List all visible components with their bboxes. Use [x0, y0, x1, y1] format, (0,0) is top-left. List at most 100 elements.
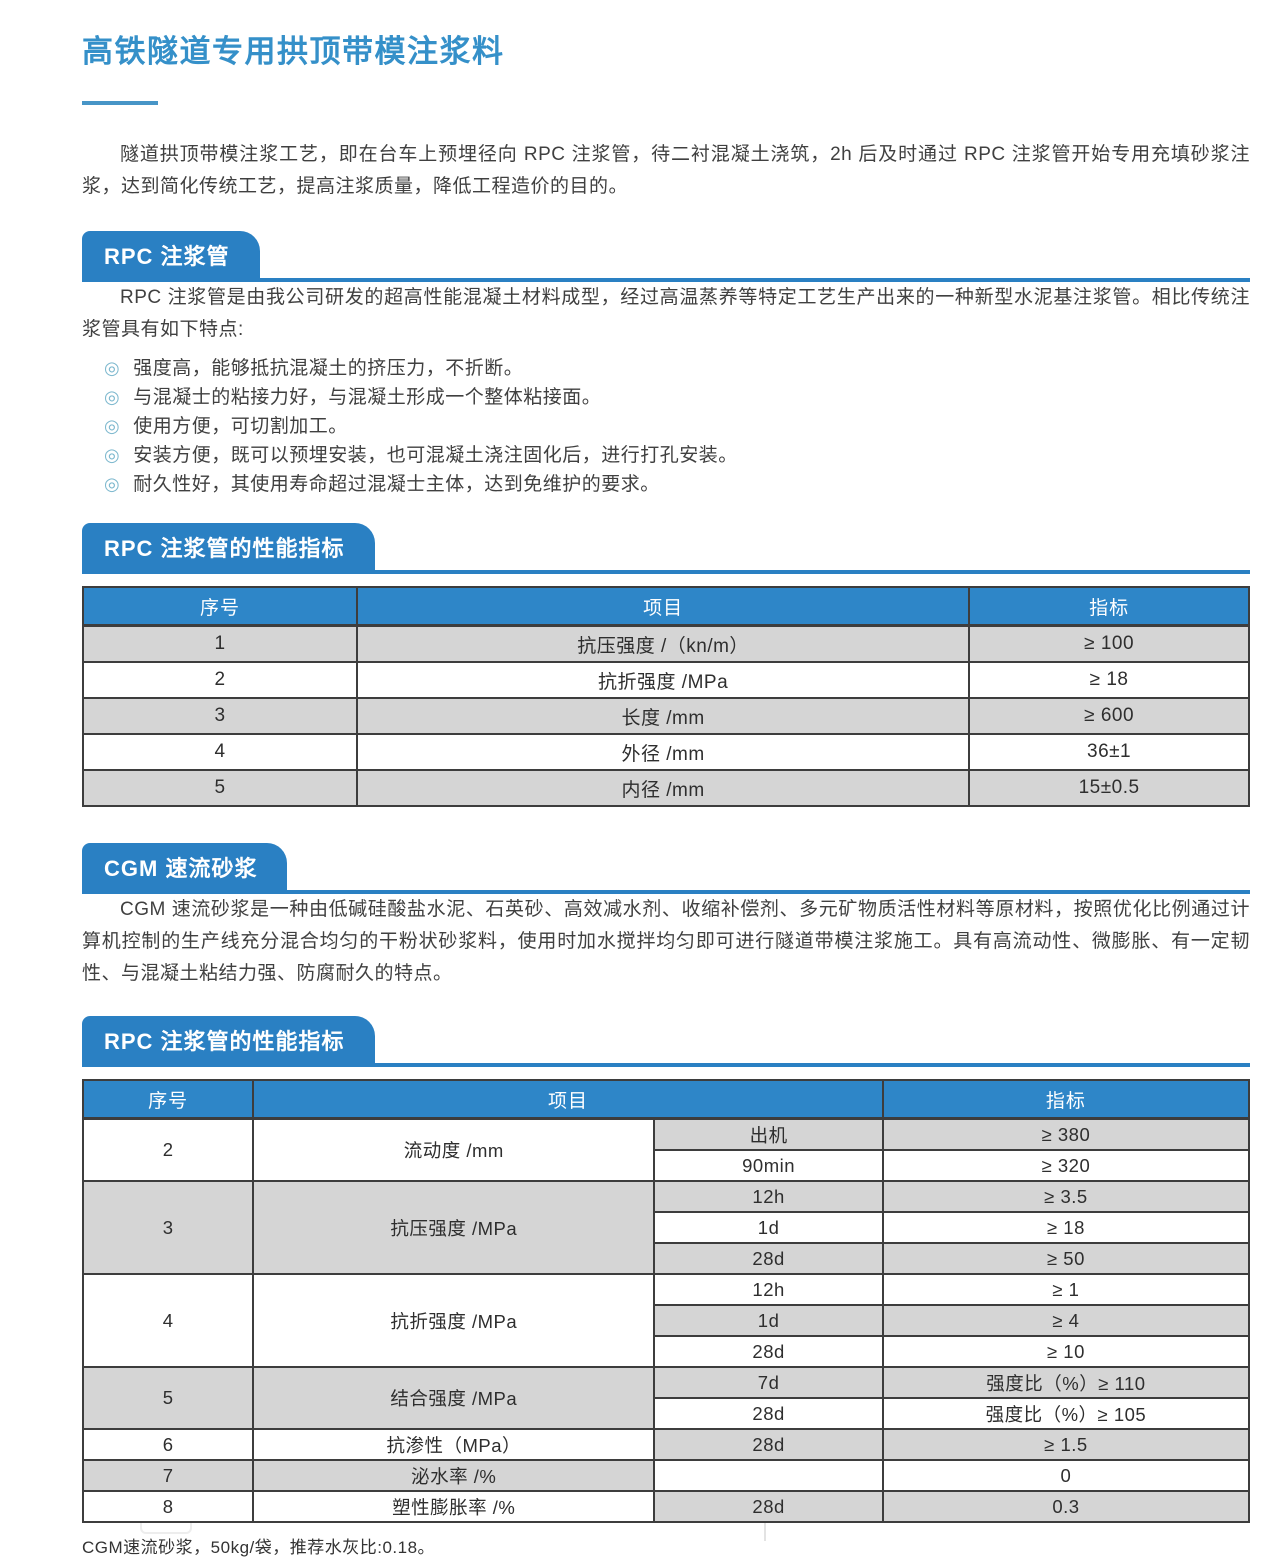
table-cell: ≥ 1.5	[881, 1428, 1251, 1461]
table-cell: 结合强度 /MPa	[252, 1366, 656, 1430]
column-header: 序号	[82, 586, 358, 627]
table-cell: 长度 /mm	[355, 697, 971, 735]
table-cell: 2	[81, 1117, 255, 1182]
table-row: 3 长度 /mm ≥ 600	[82, 697, 1250, 735]
table-cell: 28d	[653, 1397, 884, 1430]
table-row: 5 结合强度 /MPa 7d 强度比（%）≥ 110	[81, 1366, 1251, 1430]
section-banner: CGM 速流砂浆	[82, 843, 1250, 894]
section-cgm-specs: RPC 注浆管的性能指标 序号 项目 指标 2 流动度 /mm 出机 ≥ 380 90min ≥…	[81, 1016, 1251, 1523]
intro-paragraph: 隧道拱顶带模注浆工艺，即在台车上预埋径向 RPC 注浆管，待二衬混凝土浇筑，2h…	[82, 144, 1250, 197]
feature-item-text: 安装方便，既可以预埋安装，也可混凝土浇注固化后，进行打孔安装。	[133, 445, 738, 466]
table-row: 28d ≥ 10	[83, 1335, 1251, 1368]
table-cell: ≥ 600	[968, 697, 1250, 735]
table-cell: 1	[82, 624, 358, 663]
table-cell: 28d	[653, 1242, 884, 1275]
table-cell: 36±1	[968, 733, 1250, 771]
section-banner-label: CGM 速流砂浆	[82, 843, 288, 890]
table-cell: 抗压强度 /（kn/m）	[355, 624, 971, 663]
table-cell: 外径 /mm	[355, 733, 971, 771]
section-banner-label: RPC 注浆管的性能指标	[82, 523, 375, 570]
column-header: 指标	[968, 586, 1250, 627]
table-row: 3 抗压强度 /MPa 12h ≥ 3.5	[81, 1180, 1251, 1275]
table-cell: 28d	[653, 1335, 884, 1368]
section-rpc-pipe: RPC 注浆管 RPC 注浆管是由我公司研发的超高性能混凝土材料成型，经过高温蒸…	[82, 231, 1250, 499]
table-cell: ≥ 1	[881, 1273, 1251, 1306]
table-cell: 内径 /mm	[355, 769, 971, 807]
table-cell: 15±0.5	[968, 769, 1250, 807]
table-row: 6 抗渗性（MPa） 28d ≥ 1.5	[81, 1428, 1251, 1461]
bullet-icon: ◎	[104, 474, 121, 494]
table-row: 2 抗折强度 /MPa ≥ 18	[82, 661, 1250, 699]
table-cell: ≥ 100	[968, 624, 1250, 663]
table-cell: 流动度 /mm	[252, 1117, 656, 1182]
table-cell: 塑性膨胀率 /%	[252, 1490, 656, 1523]
table-cell: 6	[81, 1428, 255, 1461]
table-cell: 90min	[653, 1149, 884, 1182]
table-cell: 7d	[653, 1366, 884, 1399]
table-cell: 强度比（%）≥ 110	[881, 1366, 1251, 1399]
table-header-row: 序号 项目 指标	[82, 586, 1250, 627]
table-cell: 12h	[653, 1180, 884, 1213]
table-row: 1d ≥ 18	[83, 1211, 1251, 1244]
feature-list: ◎ 强度高，能够抵抗混凝土的挤压力，不折断。 ◎ 与混凝士的粘接力好，与混凝土形成一个…	[82, 354, 1250, 499]
footer-note: CGM速流砂浆，50kg/袋，推荐水灰比:0.18。	[82, 1538, 436, 1557]
section-banner: RPC 注浆管的性能指标	[82, 1016, 1250, 1067]
table-cell: ≥ 50	[881, 1242, 1251, 1275]
table-cell: 强度比（%）≥ 105	[881, 1397, 1251, 1430]
table-cell: 1d	[653, 1211, 884, 1244]
bullet-icon: ◎	[104, 416, 121, 436]
table-cell: ≥ 10	[881, 1335, 1251, 1368]
page-title: 高铁隧道专用拱顶带模注浆料	[82, 34, 505, 69]
table-row: 90min ≥ 320	[83, 1149, 1251, 1182]
table-cell: ≥ 380	[881, 1117, 1251, 1151]
table-cell: 5	[81, 1366, 255, 1430]
table-cell: 抗压强度 /MPa	[252, 1180, 656, 1275]
title-underline	[82, 101, 158, 105]
table-row: 7 泌水率 /% 0	[81, 1459, 1251, 1492]
bullet-icon: ◎	[104, 358, 121, 378]
table-row: 4 抗折强度 /MPa 12h ≥ 1	[81, 1273, 1251, 1368]
table-cell: ≥ 18	[968, 661, 1250, 699]
table-row: 28d ≥ 50	[83, 1242, 1251, 1275]
section-paragraph: RPC 注浆管是由我公司研发的超高性能混凝土材料成型，经过高温蒸养等特定工艺生产…	[82, 287, 1250, 340]
table-cell	[653, 1459, 884, 1492]
table-cell: 4	[82, 733, 358, 771]
table-cell: 7	[81, 1459, 255, 1492]
table-row: 2 流动度 /mm 出机 ≥ 380	[81, 1117, 1251, 1182]
feature-item-text: 与混凝士的粘接力好，与混凝土形成一个整体粘接面。	[133, 387, 602, 408]
table-cell: 12h	[653, 1273, 884, 1306]
section-rpc-pipe-specs: RPC 注浆管的性能指标 序号 项目 指标 1 抗压强度 /（kn/m） ≥ 100 2 抗折…	[82, 523, 1250, 807]
column-header: 序号	[81, 1079, 255, 1120]
table-cell: ≥ 4	[881, 1304, 1251, 1337]
feature-item: ◎ 使用方便，可切割加工。	[104, 412, 1250, 441]
table-cell: 2	[82, 661, 358, 699]
table-header-row: 序号 项目 指标	[81, 1079, 1251, 1120]
table-cell: ≥ 18	[881, 1211, 1251, 1244]
feature-item: ◎ 耐久性好，其使用寿命超过混凝士主体，达到免维护的要求。	[104, 470, 1250, 499]
table-cell: 3	[81, 1180, 255, 1275]
table-cell: 出机	[653, 1117, 884, 1151]
bullet-icon: ◎	[104, 445, 121, 465]
bullet-icon: ◎	[104, 387, 121, 407]
section-banner: RPC 注浆管的性能指标	[82, 523, 1250, 574]
table-row: 5 内径 /mm 15±0.5	[82, 769, 1250, 807]
section-banner: RPC 注浆管	[82, 231, 1250, 282]
table-row: 8 塑性膨胀率 /% 28d 0.3	[81, 1490, 1251, 1523]
table-cell: 28d	[653, 1428, 884, 1461]
table-cell: 抗渗性（MPa）	[252, 1428, 656, 1461]
table-cell: 4	[81, 1273, 255, 1368]
feature-item: ◎ 强度高，能够抵抗混凝土的挤压力，不折断。	[104, 354, 1250, 383]
table-cell: 0	[881, 1459, 1251, 1492]
table-cell: 3	[82, 697, 358, 735]
rpc-pipe-performance-table: 序号 项目 指标 1 抗压强度 /（kn/m） ≥ 100 2 抗折强度 /MPa ≥ 18 3 长…	[82, 586, 1250, 807]
section-banner-label: RPC 注浆管的性能指标	[82, 1016, 375, 1063]
table-cell: ≥ 320	[881, 1149, 1251, 1182]
feature-item: ◎ 安装方便，既可以预埋安装，也可混凝土浇注固化后，进行打孔安装。	[104, 441, 1250, 470]
table-row: 1 抗压强度 /（kn/m） ≥ 100	[82, 624, 1250, 663]
column-header: 项目	[252, 1079, 884, 1120]
table-cell: 抗折强度 /MPa	[355, 661, 971, 699]
feature-item: ◎ 与混凝士的粘接力好，与混凝土形成一个整体粘接面。	[104, 383, 1250, 412]
table-cell: 8	[81, 1490, 255, 1523]
table-cell: 抗折强度 /MPa	[252, 1273, 656, 1368]
